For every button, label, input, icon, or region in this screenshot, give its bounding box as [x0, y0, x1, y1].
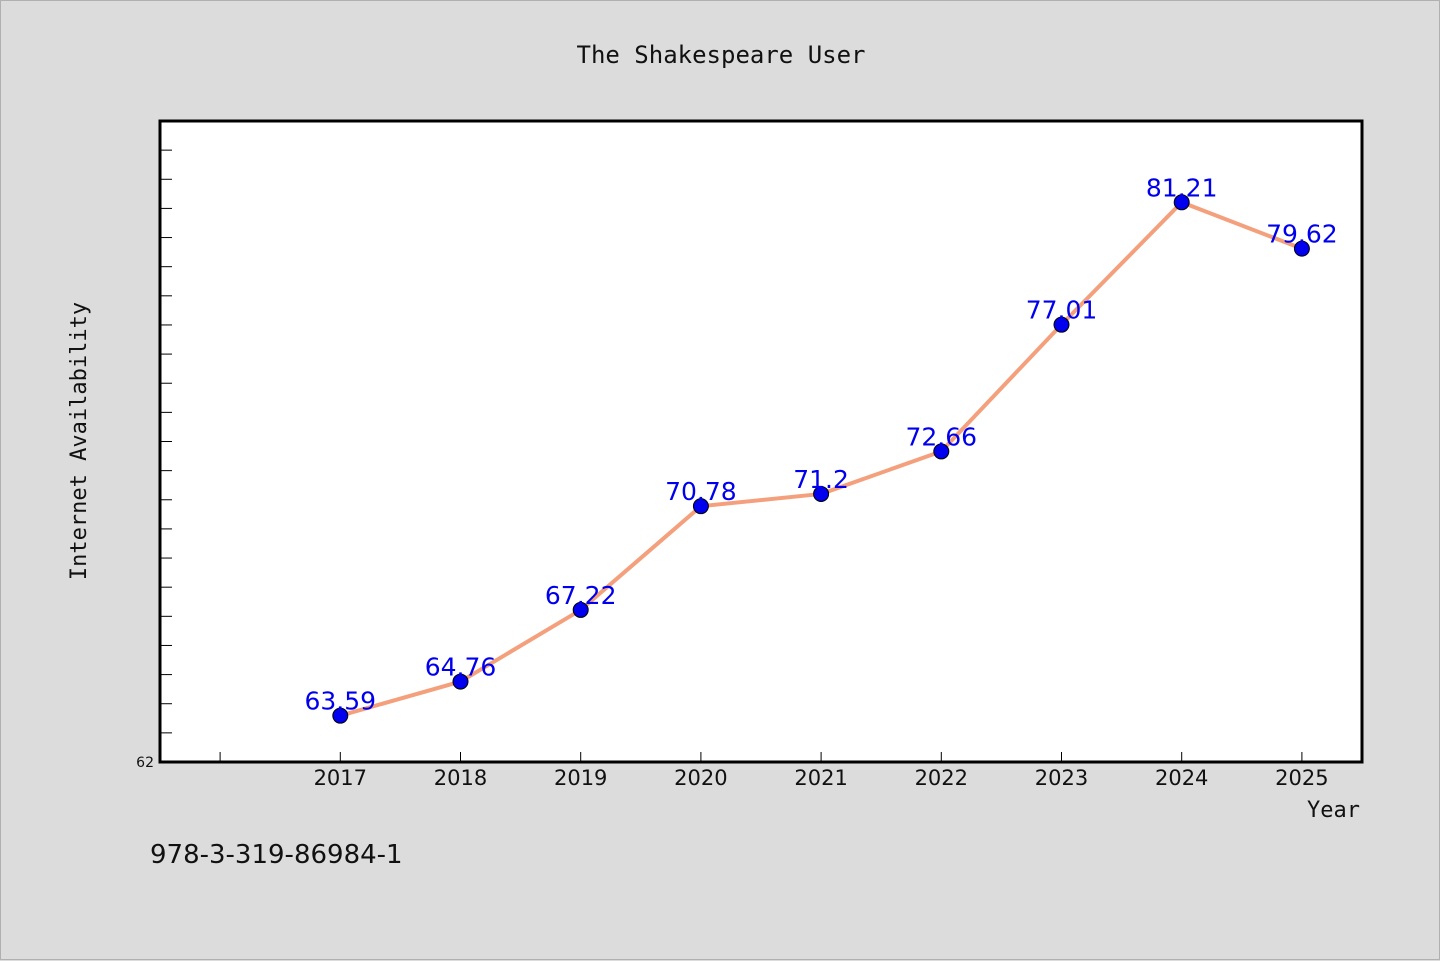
data-label: 81.21	[1146, 173, 1218, 202]
y-tick-label: 62	[136, 755, 154, 771]
x-tick-label: 2021	[794, 766, 847, 790]
x-axis-label: Year	[1307, 798, 1360, 823]
data-label: 63.59	[305, 687, 377, 716]
x-tick-label: 2024	[1155, 766, 1208, 790]
data-point	[692, 498, 709, 515]
data-point	[813, 485, 830, 502]
data-point	[452, 673, 469, 690]
y-axis-ticks: 62	[136, 149, 172, 771]
data-labels-layer: 63.59 64.76 67.22 70.78 71.2 72.66 77.01 81.21 7…	[305, 173, 1338, 715]
data-label: 72.66	[906, 422, 978, 451]
data-label: 70.78	[665, 477, 737, 506]
data-point	[332, 707, 349, 724]
x-tick-label: 2020	[674, 766, 727, 790]
x-tick-label: 2025	[1275, 766, 1328, 790]
x-tick-label: 2017	[314, 766, 367, 790]
series-layer	[332, 194, 1310, 724]
x-tick-label: 2019	[554, 766, 607, 790]
x-tick-label: 2018	[434, 766, 487, 790]
footer-note: 978-3-319-86984-1	[150, 840, 403, 870]
data-point	[933, 443, 950, 460]
x-tick-label: 2023	[1035, 766, 1088, 790]
data-label: 71.2	[793, 465, 849, 494]
data-label: 67.22	[545, 581, 617, 610]
plot-area	[158, 119, 1364, 764]
data-label: 79.62	[1266, 220, 1338, 249]
data-point	[1293, 240, 1310, 257]
data-point	[572, 601, 589, 618]
x-tick-label: 2022	[915, 766, 968, 790]
chart-title: The Shakespeare User	[577, 41, 866, 69]
data-label: 64.76	[425, 653, 497, 682]
data-point	[1173, 194, 1190, 211]
data-point	[1053, 316, 1070, 333]
x-axis-ticks: 2017 2018 2019 2020 2021 2022 2023 2024 2025	[219, 752, 1329, 790]
y-axis-label: Internet Availability	[67, 302, 92, 580]
data-label: 77.01	[1026, 296, 1098, 325]
